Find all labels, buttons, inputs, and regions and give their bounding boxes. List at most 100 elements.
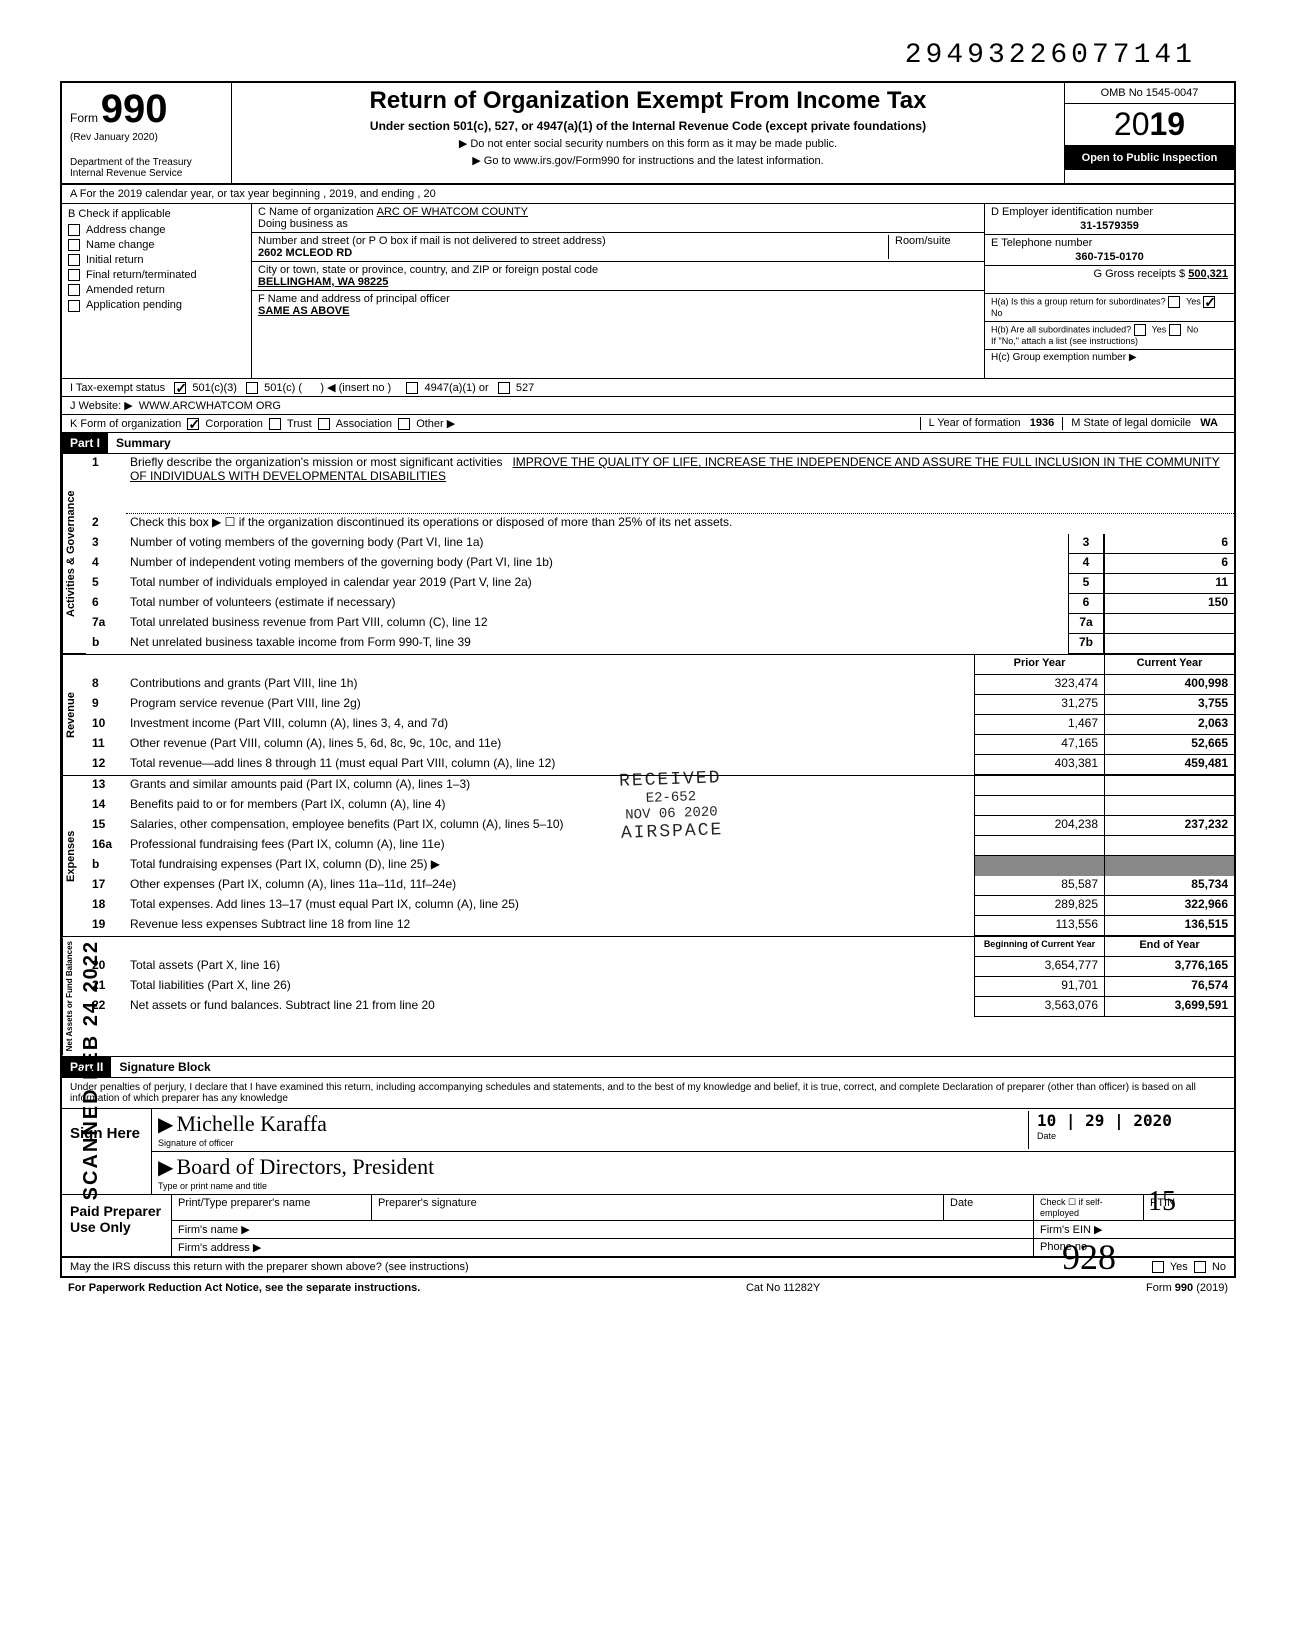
sign-date: 10 | 29 | 2020 [1037, 1111, 1172, 1130]
chk-501c[interactable] [246, 382, 258, 394]
form-label: Form [70, 111, 98, 125]
open-public: Open to Public Inspection [1065, 146, 1234, 170]
prep-name-label: Print/Type preparer's name [172, 1195, 372, 1220]
summary-block: Activities & Governance 1 Briefly descri… [62, 454, 1234, 655]
hb-row: H(b) Are all subordinates included? Yes … [985, 322, 1234, 350]
summary-row: 22Net assets or fund balances. Subtract … [86, 997, 1234, 1017]
street-row: Number and street (or P O box if mail is… [252, 233, 984, 262]
header-right: OMB No 1545-0047 20201919 Open to Public… [1064, 83, 1234, 183]
form-title: Return of Organization Exempt From Incom… [240, 87, 1056, 115]
summary-row: 13Grants and similar amounts paid (Part … [86, 776, 1234, 796]
org-name: ARC OF WHATCOM COUNTY [377, 206, 528, 218]
summary-row: 4Number of independent voting members of… [86, 554, 1234, 574]
col-b-header: B Check if applicable [68, 208, 245, 220]
col-b-checkboxes: B Check if applicable Address change Nam… [62, 204, 252, 378]
discuss-no[interactable] [1194, 1261, 1206, 1273]
note-url: ▶ Go to www.irs.gov/Form990 for instruct… [240, 154, 1056, 167]
chk-corp[interactable] [187, 418, 199, 430]
ha-no[interactable] [1203, 296, 1215, 308]
gross-receipts-row: G Gross receipts $ 500,321 [985, 266, 1234, 294]
summary-row: 7aTotal unrelated business revenue from … [86, 614, 1234, 634]
part2-header: Part II Signature Block [62, 1056, 1234, 1078]
prep-sig-label: Preparer's signature [372, 1195, 944, 1220]
header-mid: Return of Organization Exempt From Incom… [232, 83, 1064, 183]
summary-row: 14Benefits paid to or for members (Part … [86, 796, 1234, 816]
side-revenue: Revenue [62, 655, 86, 775]
chk-trust[interactable] [269, 418, 281, 430]
form-header: Form 990 (Rev January 2020) Department o… [62, 83, 1234, 185]
penalty-text: Under penalties of perjury, I declare th… [62, 1078, 1234, 1109]
side-netassets: Net Assets or Fund Balances [62, 937, 86, 1055]
col-prior: Prior Year [974, 655, 1104, 675]
website: WWW.ARCWHATCOM ORG [139, 400, 281, 412]
sign-here-label: Sign Here [62, 1109, 152, 1194]
sign-here-block: Sign Here ▶ Michelle Karaffa Signature o… [62, 1109, 1234, 1195]
form-subtitle: Under section 501(c), 527, or 4947(a)(1)… [240, 119, 1056, 133]
chk-initial-return[interactable]: Initial return [68, 254, 245, 266]
page-footer: For Paperwork Reduction Act Notice, see … [60, 1278, 1236, 1298]
summary-row: 15Salaries, other compensation, employee… [86, 816, 1234, 836]
chk-527[interactable] [498, 382, 510, 394]
ha-yes[interactable] [1168, 296, 1180, 308]
chk-final-return[interactable]: Final return/terminated [68, 269, 245, 281]
summary-row: 16aProfessional fundraising fees (Part I… [86, 836, 1234, 856]
summary-row: 3Number of voting members of the governi… [86, 534, 1234, 554]
officer-row: F Name and address of principal officer … [252, 291, 984, 319]
chk-amended-return[interactable]: Amended return [68, 284, 245, 296]
summary-row: 20Total assets (Part X, line 16)3,654,77… [86, 957, 1234, 977]
paid-preparer-block: Paid Preparer Use Only Print/Type prepar… [62, 1195, 1234, 1258]
irs: Internal Revenue Service [70, 168, 223, 179]
room-suite: Room/suite [888, 235, 978, 259]
chk-application-pending[interactable]: Application pending [68, 299, 245, 311]
hb-no[interactable] [1169, 324, 1181, 336]
prep-date-label: Date [944, 1195, 1034, 1220]
tax-year: 20201919 [1065, 104, 1234, 146]
summary-row: 8Contributions and grants (Part VIII, li… [86, 675, 1234, 695]
summary-row: 21Total liabilities (Part X, line 26)91,… [86, 977, 1234, 997]
chk-assoc[interactable] [318, 418, 330, 430]
discuss-row: May the IRS discuss this return with the… [62, 1258, 1234, 1276]
gross-receipts: 500,321 [1188, 268, 1228, 280]
dept: Department of the Treasury [70, 157, 223, 168]
dln: 29493226077141 [60, 40, 1236, 71]
summary-row: 10Investment income (Part VIII, column (… [86, 715, 1234, 735]
ein-row: D Employer identification number 31-1579… [985, 204, 1234, 235]
line-j: J Website: ▶ WWW.ARCWHATCOM ORG [62, 397, 1234, 415]
hb-yes[interactable] [1134, 324, 1146, 336]
city-row: City or town, state or province, country… [252, 262, 984, 291]
summary-row: 6Total number of volunteers (estimate if… [86, 594, 1234, 614]
summary-row: 17Other expenses (Part IX, column (A), l… [86, 876, 1234, 896]
side-expenses: Expenses [62, 776, 86, 936]
netassets-block: Net Assets or Fund Balances Beginning of… [62, 936, 1234, 1055]
firm-name: Firm's name ▶ [172, 1221, 1034, 1238]
discuss-yes[interactable] [1152, 1261, 1164, 1273]
phone: 360-715-0170 [991, 251, 1228, 263]
form-990: Form 990 (Rev January 2020) Department o… [60, 81, 1236, 1278]
street: 2602 MCLEOD RD [258, 247, 352, 259]
line-a: A For the 2019 calendar year, or tax yea… [62, 185, 1234, 204]
summary-row: 9Program service revenue (Part VIII, lin… [86, 695, 1234, 715]
city: BELLINGHAM, WA 98225 [258, 276, 388, 288]
col-c: C Name of organization ARC OF WHATCOM CO… [252, 204, 984, 378]
paid-preparer-label: Paid Preparer Use Only [62, 1195, 172, 1256]
omb: OMB No 1545-0047 [1065, 83, 1234, 104]
chk-name-change[interactable]: Name change [68, 239, 245, 251]
summary-row: 11Other revenue (Part VIII, column (A), … [86, 735, 1234, 755]
officer-name-title: Board of Directors, President [176, 1154, 434, 1179]
chk-other[interactable] [398, 418, 410, 430]
col-de: D Employer identification number 31-1579… [984, 204, 1234, 378]
col-beginning: Beginning of Current Year [974, 937, 1104, 957]
ein: 31-1579359 [991, 220, 1228, 232]
revision: (Rev January 2020) [70, 132, 223, 143]
handwritten-2: 15 [1148, 1186, 1176, 1218]
chk-4947[interactable] [406, 382, 418, 394]
footer-mid: Cat No 11282Y [746, 1282, 820, 1294]
summary-row: 18Total expenses. Add lines 13–17 (must … [86, 896, 1234, 916]
identity-block: B Check if applicable Address change Nam… [62, 204, 1234, 379]
summary-row: 12Total revenue—add lines 8 through 11 (… [86, 755, 1234, 775]
hc-row: H(c) Group exemption number ▶ [985, 350, 1234, 378]
chk-address-change[interactable]: Address change [68, 224, 245, 236]
org-name-row: C Name of organization ARC OF WHATCOM CO… [252, 204, 984, 233]
chk-501c3[interactable] [174, 382, 186, 394]
part1-header: Part I Summary [62, 433, 1234, 454]
